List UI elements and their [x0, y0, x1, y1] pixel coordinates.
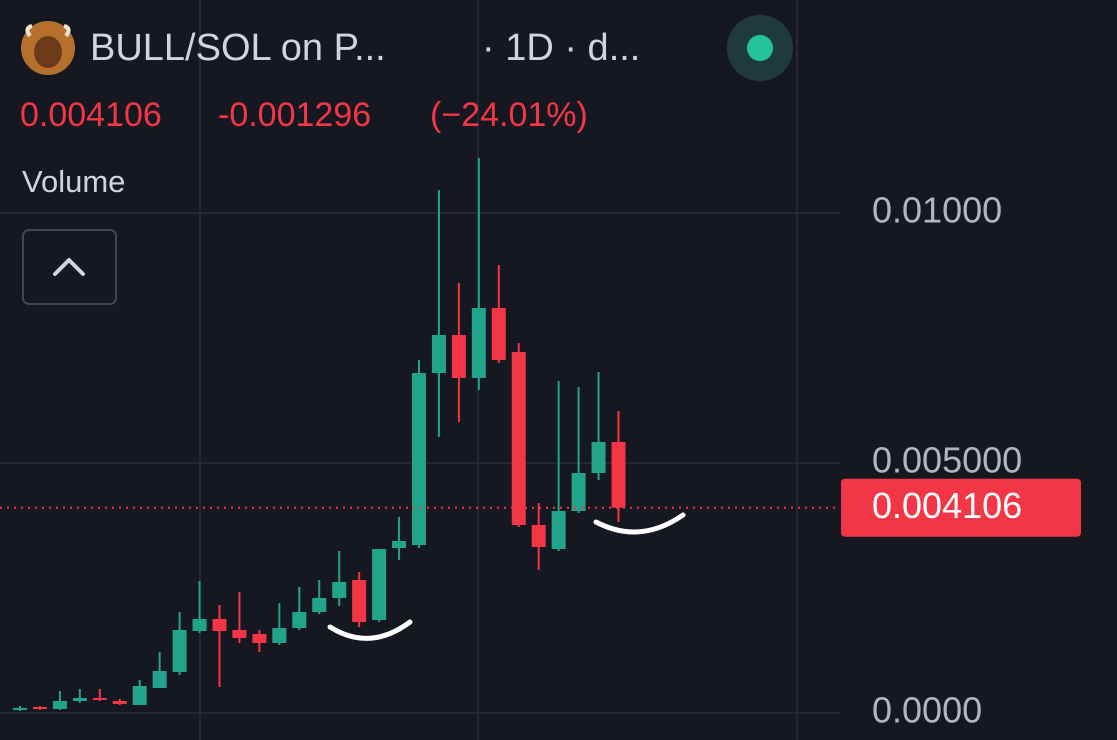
interval: · 1D · d... [482, 27, 640, 69]
candle-body [392, 541, 407, 548]
header-change: -0.001296 [218, 96, 371, 134]
y-tick-label: 0.005000 [872, 440, 1022, 481]
candle-body [372, 549, 387, 620]
header-change-percent: (−24.01%) [430, 96, 588, 134]
collapse-button[interactable] [22, 229, 117, 305]
candle-body [13, 708, 27, 710]
candle-body [471, 308, 486, 378]
candle-body [252, 634, 267, 643]
annotation-curve [593, 512, 686, 535]
candles [13, 158, 626, 711]
last-price-box [841, 478, 1081, 537]
candle-body [172, 630, 187, 672]
candle-body [212, 619, 227, 631]
icon-face [34, 36, 62, 68]
candle-body [352, 580, 367, 622]
chevron-up [53, 258, 85, 276]
candle-body [491, 308, 506, 360]
candle-body [611, 442, 626, 508]
candle-body [92, 698, 107, 700]
candle-body [232, 630, 247, 638]
candle-body [531, 525, 546, 547]
candle-body [292, 612, 307, 628]
candle-body [272, 628, 287, 643]
indicator-label: Volume [22, 164, 125, 199]
overlay: 0.0000 0.005000 0.01000 0.004106 [0, 190, 1081, 731]
candle-body [112, 701, 127, 704]
y-tick-label: 0.01000 [872, 190, 1002, 231]
symbol-title: BULL/SOL on P... [90, 27, 386, 69]
candle-body [132, 686, 147, 705]
candle-body [571, 473, 586, 511]
candle-body [32, 707, 47, 709]
header-price: 0.004106 [20, 96, 162, 134]
candle-body [312, 598, 327, 612]
status-dot [747, 35, 773, 61]
candle-body [511, 352, 526, 525]
candle-body [451, 335, 466, 378]
y-tick-label: 0.0000 [872, 690, 982, 731]
symbol-icon [21, 21, 75, 75]
candle-body [551, 511, 566, 549]
candle-body [412, 373, 426, 545]
collapse-button-frame[interactable] [22, 229, 117, 305]
annotation-curve [327, 619, 413, 641]
last-price-label: 0.004106 [872, 485, 1022, 526]
candle-body [52, 701, 67, 709]
candle-body [431, 335, 446, 373]
icon-horns [25, 24, 71, 38]
candle-body [192, 619, 207, 631]
candle-body [152, 671, 167, 688]
candle-body [591, 442, 606, 473]
candle-body [332, 582, 347, 598]
candle-body [72, 698, 87, 701]
